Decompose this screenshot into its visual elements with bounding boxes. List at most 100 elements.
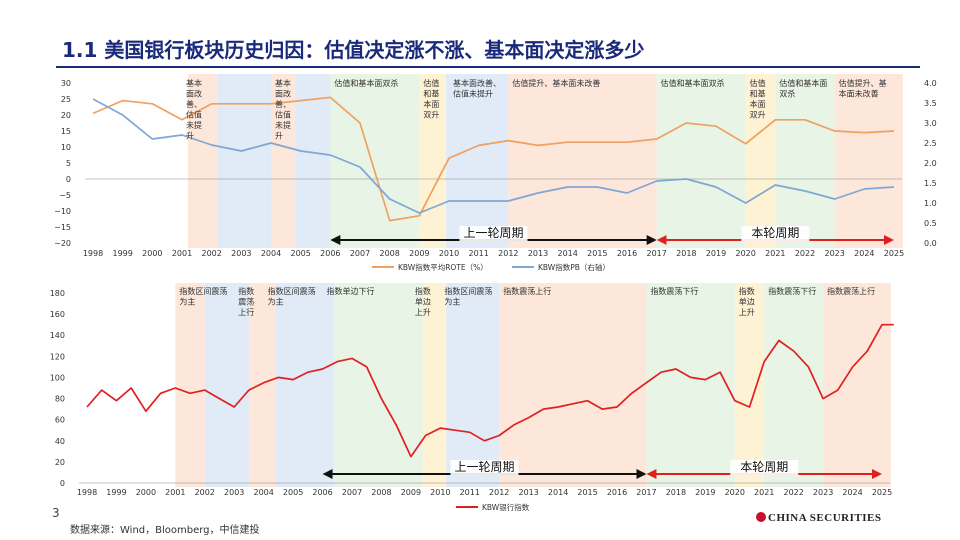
panel1-period-label: 指数单边上升: [739, 286, 755, 317]
panel0-period-label: 基本面改善、估值未提升: [275, 78, 291, 141]
panel1-left-tick-label: 100: [50, 373, 65, 382]
panel1-x-tick-label: 2006: [312, 488, 332, 497]
panel1-period-band: [422, 283, 447, 487]
panel1-x-tick-label: 2014: [548, 488, 568, 497]
panel0-x-tick-label: 2016: [617, 249, 637, 258]
panel1-x-tick-label: 2013: [518, 488, 538, 497]
panel1-x-tick-label: 2004: [253, 488, 273, 497]
panel1-x-tick-label: 2007: [342, 488, 362, 497]
panel0-x-tick-label: 2020: [735, 249, 755, 258]
panel0-legend-label-0: KBW指数平均ROTE（%）: [398, 262, 488, 272]
panel1-series-line-0: [86, 323, 894, 458]
panel1-period-band: [248, 283, 276, 487]
panel1-period-band: [204, 283, 249, 487]
panel1-left-tick-label: 0: [60, 479, 65, 488]
panel0-right-tick-label: 0.5: [924, 219, 937, 228]
panel0-x-tick-label: 2004: [261, 249, 281, 258]
panel0-cycle-label-1: 本轮周期: [751, 226, 799, 240]
panel1-left-tick-label: 60: [55, 416, 65, 425]
panel0-left-tick-label: 15: [61, 127, 71, 136]
panel0-right-tick-label: 1.5: [924, 179, 937, 188]
panel0-legend-label-1: KBW指数PB（右轴）: [538, 262, 610, 272]
panel0-period-band: [294, 74, 331, 248]
panel0-x-tick-label: 2010: [439, 249, 459, 258]
panel1-left-tick-label: 140: [50, 331, 65, 340]
panel0-period-label: 估值提升、基本面未改善: [512, 78, 600, 88]
panel0-left-tick-label: 5: [66, 159, 71, 168]
panel0-x-tick-label: 2015: [587, 249, 607, 258]
panel1-left-tick-label: 120: [50, 352, 65, 361]
panel0-period-band: [217, 74, 271, 248]
panel1-legend-label-0: KBW银行指数: [482, 502, 530, 512]
panel0-x-tick-label: 2025: [884, 249, 904, 258]
panel0-x-tick-label: 2022: [795, 249, 815, 258]
panel1-x-tick-label: 2021: [754, 488, 774, 497]
panel1-left-tick-label: 160: [50, 310, 65, 319]
panel1-period-label: 指数区间震荡为主: [268, 286, 316, 307]
panel0-period-band: [508, 74, 657, 248]
panel1-x-tick-label: 2005: [283, 488, 303, 497]
panel0-cycle-label-bg-0: [459, 226, 528, 241]
panel1-period-label: 指数区间震荡为主: [179, 286, 227, 307]
panel0-x-tick-label: 2018: [676, 249, 696, 258]
panel0-x-tick-label: 2019: [706, 249, 726, 258]
panel1-period-label: 指数震荡下行: [650, 286, 698, 296]
panel0-left-tick-label: 10: [61, 143, 71, 152]
panel1-x-tick-label: 2018: [666, 488, 686, 497]
panel1-x-tick-label: 1999: [106, 488, 126, 497]
panel0-period-label: 估值和基本面双杀: [661, 78, 725, 88]
panel1-x-tick-label: 2025: [872, 488, 892, 497]
panel1-x-tick-label: 2003: [224, 488, 244, 497]
panel0-right-tick-label: 3.5: [924, 99, 937, 108]
panel1-cycle-label-bg-1: [730, 460, 799, 475]
panel1-period-band: [175, 283, 205, 487]
panel0-period-band: [419, 74, 447, 248]
source-note: 数据来源：Wind，Bloomberg，中信建投: [70, 525, 260, 536]
panel0-x-tick-label: 2002: [201, 249, 221, 258]
panel1-period-band: [446, 283, 500, 487]
panel0-x-tick-label: 2021: [765, 249, 785, 258]
panel1-period-band: [823, 283, 891, 487]
brand-name: CHINA SECURITIES: [768, 512, 882, 524]
panel0-period-band: [446, 74, 509, 248]
panel0-x-tick-label: 2000: [142, 249, 162, 258]
panel0-x-tick-label: 2006: [320, 249, 340, 258]
panel0-period-band: [834, 74, 903, 248]
panel1-left-tick-label: 20: [55, 458, 65, 467]
panel0-period-band: [745, 74, 776, 248]
panel0-right-tick-label: 0.0: [924, 239, 937, 248]
panel0-left-tick-label: 25: [61, 95, 71, 104]
panel1-left-tick-label: 180: [50, 289, 65, 298]
panel1-x-tick-label: 1998: [77, 488, 97, 497]
panel0-right-tick-label: 3.0: [924, 119, 937, 128]
panel0-left-tick-label: −15: [54, 223, 71, 232]
panel1-period-band: [646, 283, 735, 487]
panel1-period-band: [275, 283, 335, 487]
panel1-period-label: 指数单边下行: [327, 286, 375, 296]
panel0-cycle-label-bg-1: [741, 226, 810, 241]
panel1-x-tick-label: 2016: [607, 488, 627, 497]
panel0-x-tick-label: 2001: [172, 249, 192, 258]
panel1-x-tick-label: 2001: [165, 488, 185, 497]
panel1-x-tick-label: 2015: [577, 488, 597, 497]
panel0-period-label: 基本面改善、估值未提升: [186, 78, 202, 141]
panel0-left-tick-label: 20: [61, 111, 71, 120]
panel0-x-tick-label: 2023: [824, 249, 844, 258]
panel0-x-tick-label: 1998: [83, 249, 103, 258]
panel1-left-tick-label: 80: [55, 395, 65, 404]
panel1-left-tick-label: 40: [55, 437, 65, 446]
panel1-x-tick-label: 2019: [695, 488, 715, 497]
panel0-x-tick-label: 2013: [528, 249, 548, 258]
panel0-period-band: [775, 74, 835, 248]
panel1-cycle-label-bg-0: [450, 460, 519, 475]
panel0-left-tick-label: 0: [66, 175, 71, 184]
panel1-period-band: [334, 283, 423, 487]
page-number: 3: [52, 506, 60, 520]
panel0-x-tick-label: 2003: [231, 249, 251, 258]
panel1-period-band: [734, 283, 765, 487]
panel1-period-label: 指数震荡上行: [827, 286, 875, 296]
panel1-x-tick-label: 2022: [783, 488, 803, 497]
panel0-left-tick-label: −10: [54, 207, 71, 216]
panel0-period-band: [656, 74, 746, 248]
